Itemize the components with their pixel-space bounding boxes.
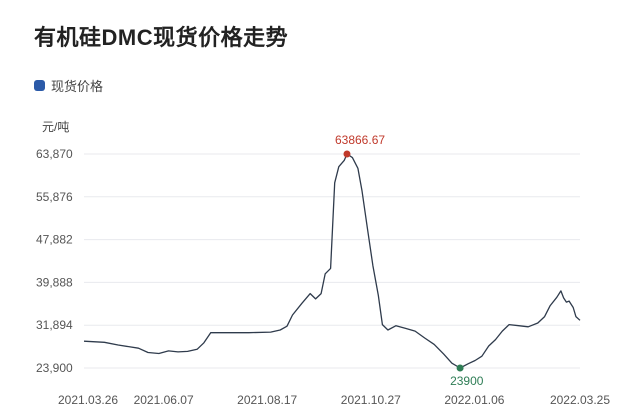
y-tick-label: 31,894	[36, 318, 73, 332]
legend[interactable]: 现货价格	[34, 76, 103, 95]
max-point	[343, 150, 351, 158]
x-tick-label: 2021.06.07	[134, 393, 194, 407]
y-tick-label: 47,882	[36, 233, 73, 247]
x-tick-label: 2021.03.26	[58, 393, 118, 407]
min-label: 23900	[450, 374, 484, 388]
max-label: 63866.67	[335, 133, 385, 147]
x-tick-label: 2022.01.06	[444, 393, 504, 407]
legend-label: 现货价格	[51, 79, 104, 94]
y-axis-unit: 元/吨	[42, 120, 70, 134]
x-tick-label: 2021.10.27	[341, 393, 401, 407]
y-tick-label: 63,870	[36, 147, 73, 161]
y-tick-label: 23,900	[36, 361, 73, 375]
chart-title: 有机硅DMC现货价格走势	[34, 25, 289, 50]
x-tick-label: 2021.08.17	[237, 393, 297, 407]
legend-swatch	[34, 80, 45, 91]
y-tick-label: 55,876	[36, 190, 73, 204]
y-tick-label: 39,888	[36, 275, 73, 289]
min-point	[456, 364, 464, 372]
series-line	[83, 153, 581, 369]
x-tick-label: 2022.03.25	[550, 393, 610, 407]
